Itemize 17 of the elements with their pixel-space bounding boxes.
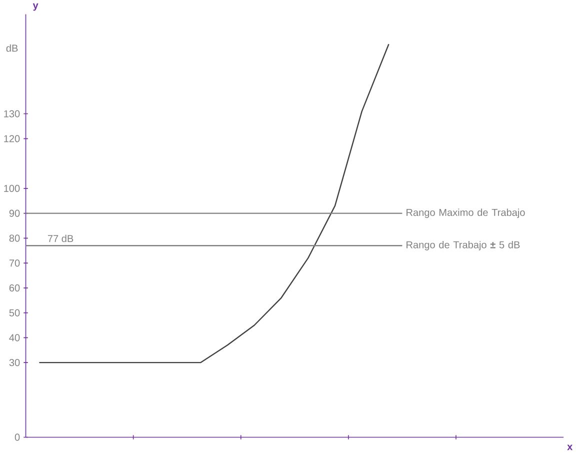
y-tick-label: 60 — [9, 284, 20, 292]
ref-line-label: Rango de Trabajo ± 5 dB — [406, 240, 520, 250]
y-tick-label: 100 — [4, 184, 20, 192]
y-tick-label: 70 — [9, 259, 20, 266]
y-tick-label: 130 — [4, 110, 20, 118]
y-tick-label: 40 — [9, 334, 20, 342]
text: dB — [6, 44, 18, 52]
y-tick-label: 120 — [4, 134, 20, 142]
y-tick-label: 0 — [14, 433, 20, 441]
y-tick-label: 30 — [9, 358, 20, 366]
y-tick-label: 50 — [9, 309, 20, 316]
text: x — [567, 444, 573, 450]
y-tick-label: 90 — [9, 210, 20, 217]
y-tick-label: 80 — [9, 234, 20, 242]
annotation: 77 dB — [48, 234, 74, 242]
ref-line-label: Rango Maximo de Trabajo — [406, 208, 525, 218]
y-axis-title: y — [32, 3, 38, 10]
